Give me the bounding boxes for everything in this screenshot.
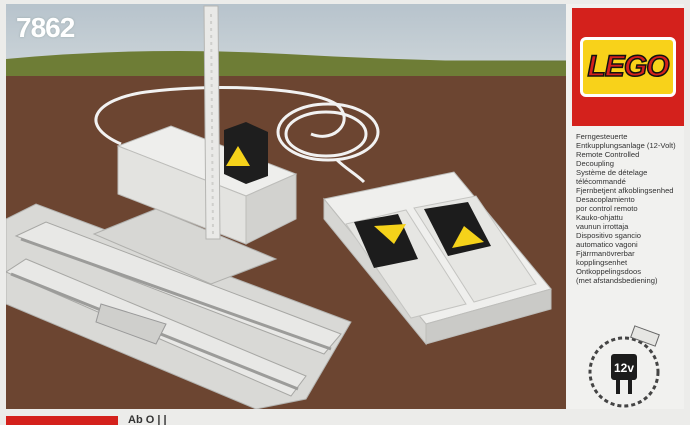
product-photo: 7862	[6, 4, 566, 409]
description-line: Dispositivo sgancio	[576, 231, 641, 240]
cable	[94, 86, 346, 146]
base-plate	[92, 208, 278, 285]
description-line: Système de dételage	[576, 168, 648, 177]
bottom-red-bar	[6, 416, 118, 425]
description-line: Ontkoppelingsdoos	[576, 267, 642, 276]
up-arrow-icon	[452, 226, 484, 248]
description-line: (met afstandsbediening)	[576, 276, 658, 285]
up-arrow-icon	[226, 146, 250, 166]
signal-block	[224, 122, 268, 184]
train-icon	[630, 325, 660, 347]
description-line: kopplingsenhet	[576, 258, 628, 267]
voltage-label: 12v	[614, 361, 634, 375]
description-line: télécommandé	[576, 177, 626, 186]
description-line: Remote Controlled	[576, 150, 640, 159]
track-circle-icon	[588, 336, 660, 408]
voltage-badge: 12v	[588, 325, 660, 408]
product-description: Ferngesteuerte Entkupplungsanlage (12-Vo…	[576, 132, 686, 285]
grass-strip	[6, 50, 566, 82]
bottom-strip	[0, 411, 690, 425]
description-line: automatico vagoni	[576, 240, 638, 249]
bottom-text: Ab O | |	[128, 414, 167, 425]
down-arrow-icon	[374, 224, 406, 244]
description-line: Fjernbetjent afkoblingsenhed	[576, 186, 674, 195]
description-line: por control remoto	[576, 204, 638, 213]
lego-logo: LEGO	[572, 8, 684, 126]
remote-control-unit	[323, 171, 552, 346]
track-section	[6, 203, 352, 409]
description-line: Decoupling	[576, 159, 614, 168]
product-illustration	[6, 5, 566, 409]
signal-pole	[203, 5, 221, 240]
description-line: Entkupplungsanlage (12-Volt)	[576, 141, 676, 150]
description-line: vaunun irrottaja	[576, 222, 629, 231]
plug-icon	[611, 354, 637, 380]
description-line: Desacoplamiento	[576, 195, 635, 204]
description-line: Kauko-ohjattu	[576, 213, 623, 222]
description-line: Fjärrmanövrerbar	[576, 249, 635, 258]
brand-name: LEGO	[587, 49, 671, 84]
cable-coil	[276, 102, 380, 162]
set-number: 7862	[16, 12, 75, 43]
side-panel: LEGO Ferngesteuerte Entkupplungsanlage (…	[566, 4, 684, 409]
description-line: Ferngesteuerte	[576, 132, 628, 141]
